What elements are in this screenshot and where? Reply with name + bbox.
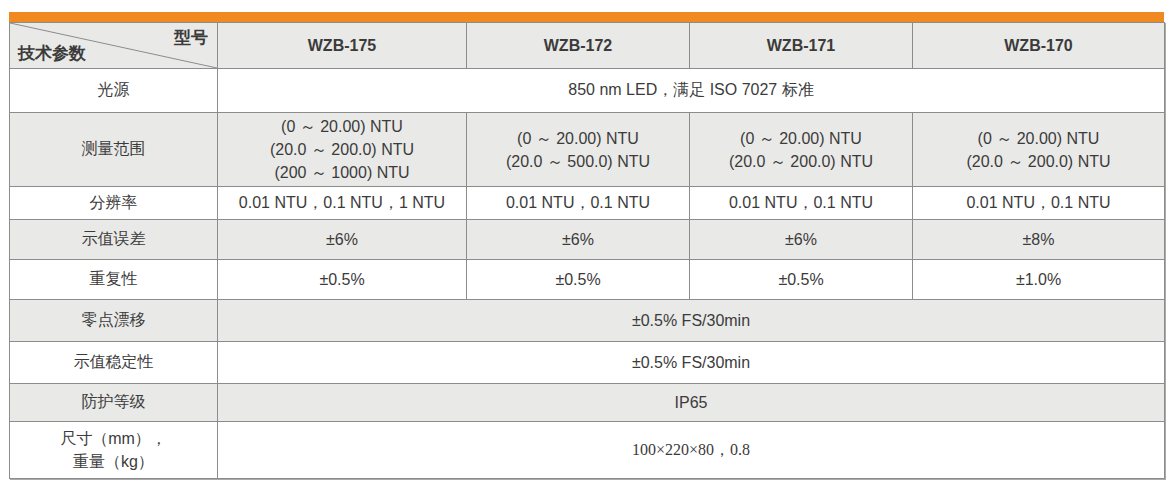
corner-label-tech-params: 技术参数 [18,42,86,65]
corner-header-cell: 型号 技术参数 [10,23,218,69]
row-label-indication-stability: 示值稳定性 [10,342,218,384]
row-label-indication-error: 示值误差 [10,220,218,260]
accent-bar [9,12,1164,22]
cell-light-source-value: 850 nm LED，满足 ISO 7027 标准 [218,69,1165,113]
dimensions-label-line2: 重量（kg） [14,450,213,473]
column-header-wzb-175: WZB-175 [218,23,467,69]
cell-error-wzb-170: ±8% [913,220,1165,260]
row-measure-range: 测量范围 (0 ～ 20.00) NTU (20.0 ～ 200.0) NTU … [10,113,1165,187]
cell-resolution-wzb-172: 0.01 NTU，0.1 NTU [467,187,690,220]
range-line: (0 ～ 20.00) NTU [917,127,1160,150]
row-repeatability: 重复性 ±0.5% ±0.5% ±0.5% ±1.0% [10,260,1165,300]
cell-repeatability-wzb-171: ±0.5% [690,260,913,300]
range-line: (20.0 ～ 200.0) NTU [917,150,1160,173]
cell-indication-stability-value: ±0.5% FS/30min [218,342,1165,384]
cell-protection-rating-value: IP65 [218,384,1165,422]
corner-label-model: 型号 [174,26,208,49]
cell-range-wzb-175: (0 ～ 20.00) NTU (20.0 ～ 200.0) NTU (200 … [218,113,467,187]
range-line: (20.0 ～ 200.0) NTU [222,138,462,161]
cell-range-wzb-172: (0 ～ 20.00) NTU (20.0 ～ 500.0) NTU [467,113,690,187]
spec-table: 型号 技术参数 WZB-175 WZB-172 WZB-171 WZB-170 … [9,12,1164,479]
dimensions-label-line1: 尺寸（mm）， [14,427,213,450]
range-line: (0 ～ 20.00) NTU [222,115,462,138]
row-label-light-source: 光源 [10,69,218,113]
cell-resolution-wzb-175: 0.01 NTU，0.1 NTU，1 NTU [218,187,467,220]
range-line: (20.0 ～ 500.0) NTU [471,150,685,173]
column-header-wzb-172: WZB-172 [467,23,690,69]
cell-zero-drift-value: ±0.5% FS/30min [218,300,1165,342]
row-zero-drift: 零点漂移 ±0.5% FS/30min [10,300,1165,342]
cell-repeatability-wzb-170: ±1.0% [913,260,1165,300]
column-header-wzb-170: WZB-170 [913,23,1165,69]
cell-error-wzb-172: ±6% [467,220,690,260]
cell-resolution-wzb-170: 0.01 NTU，0.1 NTU [913,187,1165,220]
cell-error-wzb-171: ±6% [690,220,913,260]
cell-repeatability-wzb-172: ±0.5% [467,260,690,300]
cell-range-wzb-171: (0 ～ 20.00) NTU (20.0 ～ 200.0) NTU [690,113,913,187]
cell-dimensions-weight-value: 100×220×80，0.8 [218,422,1165,479]
row-protection-rating: 防护等级 IP65 [10,384,1165,422]
row-light-source: 光源 850 nm LED，满足 ISO 7027 标准 [10,69,1165,113]
row-indication-error: 示值误差 ±6% ±6% ±6% ±8% [10,220,1165,260]
row-dimensions-weight: 尺寸（mm）， 重量（kg） 100×220×80，0.8 [10,422,1165,479]
cell-error-wzb-175: ±6% [218,220,467,260]
row-label-dimensions-weight: 尺寸（mm）， 重量（kg） [10,422,218,479]
row-label-repeatability: 重复性 [10,260,218,300]
row-label-measure-range: 测量范围 [10,113,218,187]
spec-table-grid: 型号 技术参数 WZB-175 WZB-172 WZB-171 WZB-170 … [9,22,1165,479]
cell-range-wzb-170: (0 ～ 20.00) NTU (20.0 ～ 200.0) NTU [913,113,1165,187]
cell-resolution-wzb-171: 0.01 NTU，0.1 NTU [690,187,913,220]
row-label-protection-rating: 防护等级 [10,384,218,422]
row-indication-stability: 示值稳定性 ±0.5% FS/30min [10,342,1165,384]
row-resolution: 分辨率 0.01 NTU，0.1 NTU，1 NTU 0.01 NTU，0.1 … [10,187,1165,220]
range-line: (20.0 ～ 200.0) NTU [694,150,908,173]
column-header-wzb-171: WZB-171 [690,23,913,69]
row-label-zero-drift: 零点漂移 [10,300,218,342]
range-line: (200 ～ 1000) NTU [222,161,462,184]
range-line: (0 ～ 20.00) NTU [694,127,908,150]
header-row: 型号 技术参数 WZB-175 WZB-172 WZB-171 WZB-170 [10,23,1165,69]
cell-repeatability-wzb-175: ±0.5% [218,260,467,300]
range-line: (0 ～ 20.00) NTU [471,127,685,150]
row-label-resolution: 分辨率 [10,187,218,220]
